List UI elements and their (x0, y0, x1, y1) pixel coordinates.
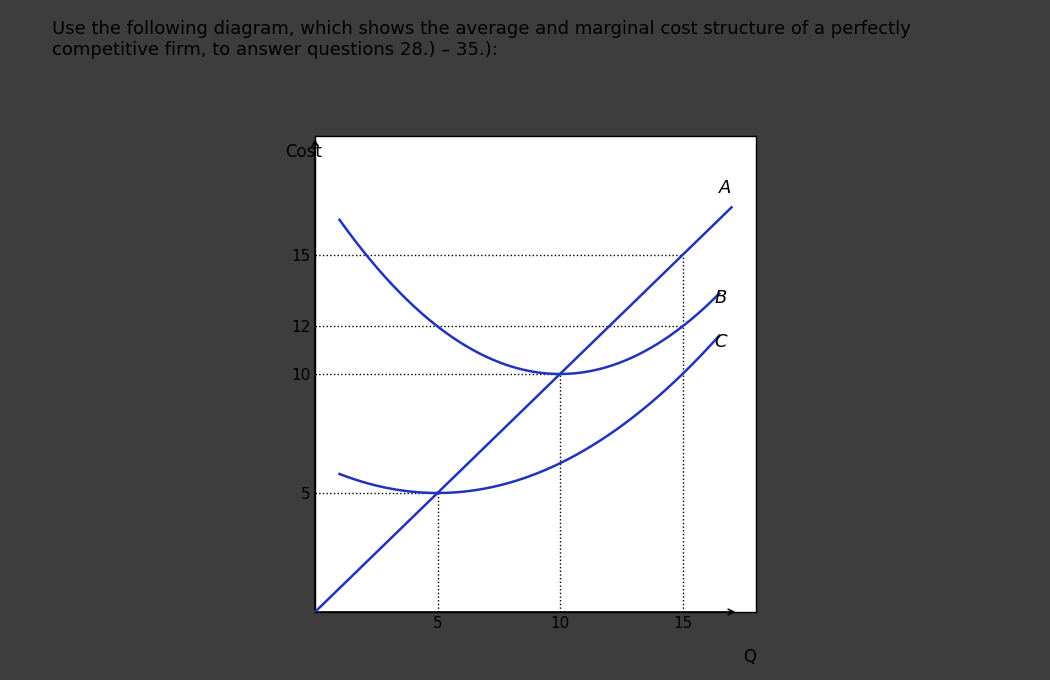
Text: Use the following diagram, which shows the average and marginal cost structure o: Use the following diagram, which shows t… (52, 20, 911, 59)
Text: Cost: Cost (286, 143, 322, 161)
Text: A: A (719, 180, 732, 197)
Text: Q: Q (742, 647, 756, 666)
Text: C: C (714, 333, 727, 351)
Text: B: B (714, 289, 727, 307)
